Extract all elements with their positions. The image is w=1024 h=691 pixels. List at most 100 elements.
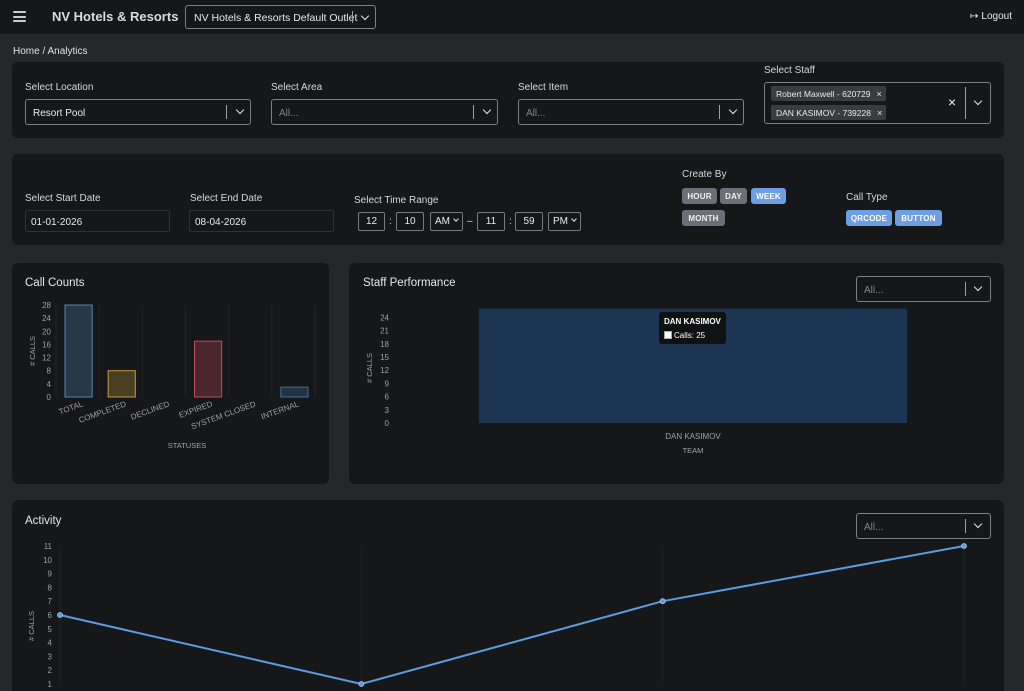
area-placeholder: All... — [279, 108, 299, 119]
ac-point — [961, 543, 967, 549]
end-date-input[interactable]: 08-04-2026 — [189, 210, 334, 232]
staff-performance-filter-select[interactable]: All... — [856, 276, 991, 302]
chevron-down-icon — [973, 96, 983, 106]
activity-filter-placeholder: All... — [864, 522, 884, 533]
start-date-input[interactable]: 01-01-2026 — [25, 210, 170, 232]
location-value: Resort Pool — [33, 108, 86, 119]
select-divider — [719, 105, 720, 119]
menu-icon[interactable] — [13, 11, 26, 22]
create-by-label: Create By — [682, 169, 727, 180]
top-navbar: NV Hotels & Resorts NV Hotels & Resorts … — [0, 0, 1024, 35]
ac-ytick: 10 — [43, 556, 52, 565]
staff-chip-label: Robert Maxwell - 620729 — [776, 88, 871, 99]
sp-ytick: 0 — [385, 419, 390, 428]
call-type-qrcode-button[interactable]: QRCODE — [846, 210, 892, 226]
cc-xtick: COMPLETED — [78, 399, 128, 425]
ac-point — [659, 598, 666, 605]
ac-ytick: 1 — [48, 680, 53, 689]
chevron-down-icon — [453, 216, 459, 222]
start-date-label: Select Start Date — [25, 193, 101, 204]
call-counts-card: Call Counts 0 4 8 12 16 20 24 28 TOTAL COMPLETED D… — [12, 263, 329, 484]
location-select[interactable]: Resort Pool — [25, 99, 251, 125]
select-divider — [965, 519, 966, 533]
sp-ytick: 12 — [380, 366, 389, 375]
select-divider — [226, 105, 227, 119]
staff-label: Select Staff — [764, 65, 815, 76]
tooltip-swatch — [664, 331, 672, 339]
create-by-week-button[interactable]: WEEK — [751, 188, 786, 204]
create-by-month-button[interactable]: MONTH — [682, 210, 725, 226]
sp-ytick: 6 — [385, 393, 390, 402]
call-type-button-button[interactable]: BUTTON — [895, 210, 942, 226]
clear-all-icon[interactable]: × — [948, 94, 957, 110]
chevron-down-icon — [235, 105, 245, 115]
cc-ytick: 8 — [47, 367, 52, 376]
sp-ytick: 15 — [380, 353, 389, 362]
remove-chip-icon[interactable]: × — [876, 107, 883, 118]
item-label: Select Item — [518, 82, 569, 93]
ac-ytick: 3 — [48, 652, 53, 661]
cc-ytick: 28 — [42, 301, 51, 310]
activity-card: Activity All... 1 2 3 4 5 6 7 8 9 10 11 # CALLS — [12, 500, 1004, 691]
brand-name: NV Hotels & Resorts — [52, 9, 179, 24]
call-counts-title: Call Counts — [25, 277, 85, 289]
ac-point — [358, 681, 365, 687]
ac-ytick: 5 — [48, 625, 53, 634]
start-hour-input[interactable]: 12 — [358, 212, 385, 231]
end-date-label: Select End Date — [190, 193, 263, 204]
cc-bar — [280, 386, 309, 398]
item-placeholder: All... — [526, 108, 546, 119]
end-minute-input[interactable]: 59 — [515, 212, 543, 231]
cc-bar — [107, 370, 136, 398]
cc-xtick: DECLINED — [130, 399, 171, 421]
start-minute-input[interactable]: 10 — [396, 212, 424, 231]
ac-ytick: 7 — [48, 597, 53, 606]
staff-multiselect[interactable]: Robert Maxwell - 620729 × DAN KASIMOV - … — [764, 82, 991, 124]
staff-performance-title: Staff Performance — [363, 277, 456, 289]
cc-ytick: 4 — [47, 380, 52, 389]
staff-chip: DAN KASIMOV - 739228 × — [771, 105, 887, 120]
ac-series-line — [59, 545, 965, 686]
sp-ytick: 21 — [380, 327, 389, 336]
chevron-down-icon — [482, 105, 492, 115]
sp-ytick: 9 — [385, 379, 390, 388]
cc-xtick: TOTAL — [58, 399, 85, 416]
select-divider — [965, 282, 966, 296]
staff-chip: Robert Maxwell - 620729 × — [771, 86, 886, 101]
staff-chip-label: DAN KASIMOV - 739228 — [776, 107, 871, 118]
sp-ytick: 24 — [380, 313, 389, 322]
start-ampm-value: AM — [435, 216, 450, 227]
tooltip-value: Calls: 25 — [674, 331, 706, 340]
outlet-select-value: NV Hotels & Resorts Default Outlet — [194, 12, 358, 24]
end-ampm-value: PM — [553, 216, 568, 227]
item-select[interactable]: All... — [518, 99, 744, 125]
date-filter-card: Select Start Date 01-01-2026 Select End … — [12, 154, 1004, 245]
location-filter-card: Select Location Resort Pool Select Area … — [12, 62, 1004, 138]
logout-button[interactable]: ↦ Logout — [970, 11, 1012, 22]
select-divider — [965, 87, 966, 119]
sp-ytick: 18 — [380, 340, 389, 349]
cc-ytick: 12 — [42, 354, 51, 363]
start-ampm-select[interactable]: AM — [430, 212, 463, 231]
remove-chip-icon[interactable]: × — [876, 88, 882, 99]
end-hour-input[interactable]: 11 — [477, 212, 505, 231]
cc-ytick: 20 — [42, 327, 51, 336]
outlet-select[interactable]: NV Hotels & Resorts Default Outlet — [185, 5, 376, 29]
end-ampm-select[interactable]: PM — [548, 212, 581, 231]
ac-ylabel: # CALLS — [27, 611, 36, 641]
create-by-hour-button[interactable]: HOUR — [682, 188, 717, 204]
create-by-day-button[interactable]: DAY — [720, 188, 747, 204]
cc-bar — [64, 304, 93, 398]
ac-ytick: 6 — [48, 611, 53, 620]
location-label: Select Location — [25, 82, 94, 93]
sp-xtick: DAN KASIMOV — [665, 432, 721, 441]
area-select[interactable]: All... — [271, 99, 498, 125]
select-divider — [473, 105, 474, 119]
activity-filter-select[interactable]: All... — [856, 513, 991, 539]
ac-ytick: 2 — [48, 666, 53, 675]
cc-xlabel: STATUSES — [168, 441, 206, 450]
ac-ytick: 4 — [48, 639, 53, 648]
staff-filter-placeholder: All... — [864, 285, 884, 296]
sp-xlabel: TEAM — [683, 446, 704, 455]
